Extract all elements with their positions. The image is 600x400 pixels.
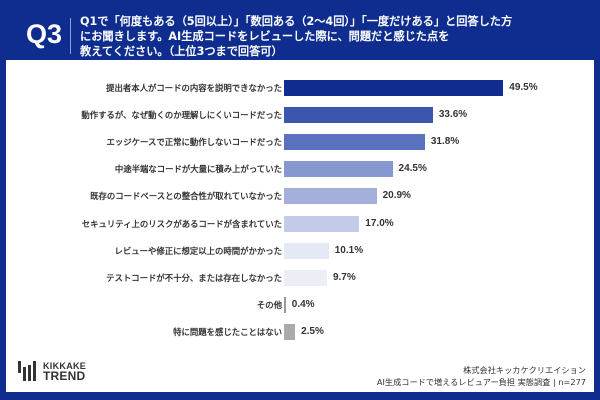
bar-value-label: 0.4%: [291, 298, 315, 310]
bar-value-label: 10.1%: [334, 244, 364, 256]
bar-row: テストコードが不十分、または存在しなかった 9.7%: [6, 269, 594, 288]
question-number: Q3: [26, 19, 63, 49]
bar-row: 動作するが、なぜ動くのか理解しにくいコードだった 33.6%: [6, 107, 594, 125]
question-text: Q1で「何度もある（5回以上）」「数回ある（2〜4回）」「一度だけある」と回答し…: [80, 14, 580, 59]
bar-category-label: 動作するが、なぜ動くのか理解しにくいコードだった: [81, 110, 282, 121]
bar: [284, 188, 377, 205]
bar-row: 既存のコードベースとの整合性が取れていなかった 20.9%: [6, 188, 594, 206]
logo-mark-icon: [18, 361, 40, 381]
bar-value-label: 20.9%: [382, 190, 411, 202]
bar-category-label: その他: [256, 299, 282, 310]
bar-category-label: セキュリティ上のリスクがあるコードが含まれていた: [81, 218, 282, 229]
bar-category-label: エッジケースで正常に動作しないコードだった: [106, 137, 282, 148]
bar-row: エッジケースで正常に動作しないコードだった 31.8%: [6, 134, 594, 152]
bar-row: 提出者本人がコードの内容を説明できなかった 49.5%: [6, 80, 594, 98]
question-divider: [70, 18, 71, 54]
bar-value-label: 2.5%: [301, 325, 324, 337]
bar-value-label: 49.5%: [509, 82, 538, 93]
bar: [284, 242, 329, 259]
question-line-2: にお聞きします。AI生成コードをレビューした際に、問題だと感じた点を: [80, 30, 450, 43]
bar-value-label: 9.7%: [332, 271, 356, 283]
source-footer: 株式会社キッカケクリエイション AI生成コードで増えるレビュアー負担 実態調査 …: [377, 364, 586, 388]
bar-row: 特に問題を感じたことはない 2.5%: [6, 323, 594, 342]
bar: [284, 107, 433, 124]
bar: [284, 215, 360, 232]
bar-category-label: 既存のコードベースとの整合性が取れていなかった: [90, 191, 282, 202]
survey-name: AI生成コードで増えるレビュアー負担 実態調査 | n=277: [376, 377, 586, 387]
chart-panel: 提出者本人がコードの内容を説明できなかった 49.5% 動作するが、なぜ動くのか理解…: [6, 60, 594, 392]
logo-line-1: KIKKAKE: [43, 361, 87, 371]
bar-value-label: 24.5%: [398, 163, 427, 175]
bar-category-label: 特に問題を感じたことはない: [173, 326, 282, 337]
logo-line-2: TREND: [43, 369, 86, 383]
bar-category-label: レビューや修正に想定以上の時間がかかった: [114, 245, 283, 256]
company-name: 株式会社キッカケクリエイション: [463, 365, 586, 375]
bar: [284, 134, 425, 151]
bar-row: レビューや修正に想定以上の時間がかかった 10.1%: [6, 242, 594, 261]
question-line-3: 教えてください。（上位3つまで回答可）: [80, 45, 283, 58]
bar-value-label: 17.0%: [365, 217, 394, 229]
bar-category-label: テストコードが不十分、または存在しなかった: [106, 272, 282, 283]
bar: [284, 269, 327, 286]
bar-category-label: 提出者本人がコードの内容を説明できなかった: [106, 83, 282, 93]
kikkake-trend-logo: KIKKAKE TREND: [18, 361, 87, 383]
bar-row: 中途半端なコードが大量に積み上がっていた 24.5%: [6, 161, 594, 179]
bar-category-label: 中途半端なコードが大量に積み上がっていた: [114, 164, 282, 175]
bar: [284, 161, 393, 178]
bar: [284, 80, 504, 96]
bar-value-label: 33.6%: [438, 109, 468, 121]
bar: [284, 323, 296, 340]
question-line-1: Q1で「何度もある（5回以上）」「数回ある（2〜4回）」「一度だけある」と回答し…: [80, 15, 513, 28]
bar-value-label: 31.8%: [430, 136, 460, 148]
bar-row: その他 0.4%: [6, 296, 594, 315]
bar: [284, 296, 286, 313]
bar-row: セキュリティ上のリスクがあるコードが含まれていた 17.0%: [6, 215, 594, 234]
